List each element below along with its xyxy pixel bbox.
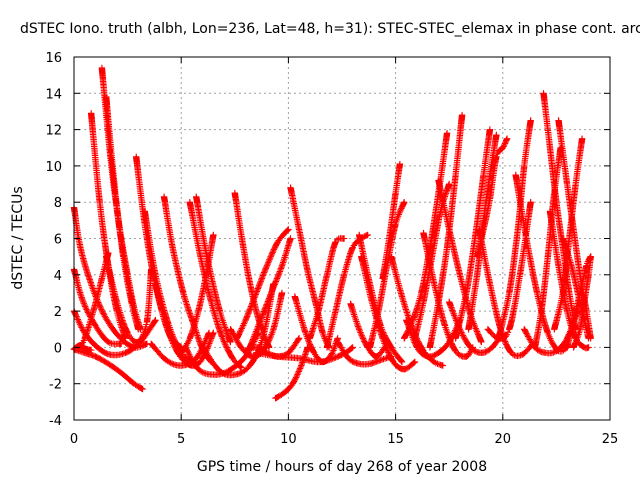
y-tick-label: 0 — [54, 341, 62, 356]
y-tick-label: 8 — [54, 196, 62, 211]
arc-markers — [512, 171, 571, 355]
data-series — [272, 344, 311, 402]
arc-markers — [233, 226, 292, 342]
data-series — [334, 338, 395, 368]
data-series — [531, 144, 564, 351]
arc-markers — [306, 235, 348, 342]
arc-markers — [540, 90, 579, 333]
x-axis-label: GPS time / hours of day 268 of year 2008 — [197, 459, 487, 475]
data-series — [287, 184, 333, 351]
y-tick-label: 12 — [45, 124, 62, 139]
arc-markers — [570, 253, 594, 351]
data-series — [484, 199, 534, 342]
arc-markers — [193, 193, 234, 346]
y-tick-label: 16 — [45, 51, 62, 66]
arc-markers — [531, 144, 564, 351]
arc-markers — [452, 126, 494, 342]
tick-labels: 0 5 10 15 20 25 -4 -2 0 2 4 6 8 10 12 14 16 — [45, 51, 618, 447]
y-tick-label: 2 — [54, 305, 62, 320]
x-tick-label: 25 — [602, 432, 619, 447]
arc-markers — [366, 199, 408, 351]
y-axis-label: dSTEC / TECUs — [10, 186, 26, 289]
data-series — [306, 235, 348, 342]
x-tick-label: 0 — [70, 432, 78, 447]
data-series — [103, 93, 142, 333]
arc-markers — [334, 338, 395, 368]
y-tick-label: 10 — [45, 160, 62, 175]
arc-markers — [484, 199, 534, 342]
x-tick-label: 10 — [280, 432, 297, 447]
data-series — [540, 90, 579, 333]
chart-title: dSTEC Iono. truth (albh, Lon=236, Lat=48… — [20, 21, 640, 37]
x-tick-label: 15 — [387, 432, 404, 447]
data-series — [366, 199, 408, 351]
y-tick-label: -4 — [49, 414, 62, 429]
data-series — [379, 160, 404, 282]
data-series — [103, 253, 155, 346]
y-tick-label: 6 — [54, 233, 62, 248]
arc-markers — [272, 344, 311, 402]
arc-markers — [103, 93, 142, 333]
data-series — [452, 126, 494, 342]
arc-markers — [291, 293, 341, 366]
data-series — [570, 253, 594, 351]
data-series — [512, 171, 571, 355]
data-series — [193, 193, 234, 346]
y-tick-label: -2 — [49, 378, 62, 393]
data-series — [347, 300, 389, 360]
arc-markers — [287, 184, 333, 351]
y-tick-label: 4 — [54, 269, 62, 284]
arc-markers — [347, 300, 389, 360]
arc-markers — [178, 231, 217, 356]
x-tick-label: 20 — [495, 432, 512, 447]
data-series — [473, 135, 511, 260]
arc-markers — [103, 253, 155, 346]
arc-markers — [426, 111, 466, 351]
arc-markers — [473, 135, 511, 260]
axis-ticks — [73, 56, 611, 421]
data-points — [70, 64, 594, 402]
data-series — [495, 117, 534, 342]
arc-markers — [379, 160, 404, 282]
data-series — [291, 293, 341, 366]
data-series — [233, 226, 292, 342]
data-series — [426, 111, 466, 351]
x-tick-label: 5 — [177, 432, 185, 447]
y-tick-label: 14 — [45, 87, 62, 102]
arc-markers — [495, 117, 534, 342]
data-series — [178, 231, 217, 356]
